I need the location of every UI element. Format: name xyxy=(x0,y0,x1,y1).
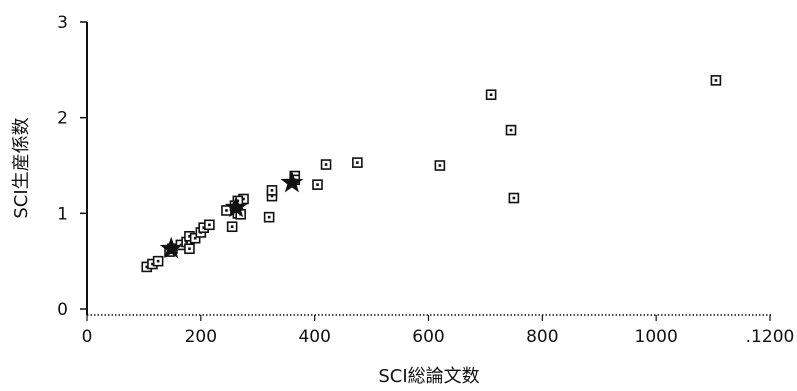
plot-area xyxy=(141,75,722,273)
square-marker xyxy=(710,75,722,86)
square-marker xyxy=(508,192,520,204)
square-marker xyxy=(263,211,275,223)
square-marker xyxy=(189,232,201,244)
y-tick-label: 0 xyxy=(57,300,68,320)
square-marker xyxy=(352,157,363,168)
square-marker xyxy=(226,221,238,233)
y-axis-title: SCI生産係数 xyxy=(11,117,32,218)
y-tick-label: 2 xyxy=(57,109,68,129)
x-axis: 0 200 400 600 800 1000 .1200 xyxy=(82,314,795,347)
square-marker xyxy=(434,160,446,171)
y-tick-label: 3 xyxy=(57,13,68,33)
y-tick-label: 1 xyxy=(57,204,68,224)
x-tick-label: .1200 xyxy=(746,327,795,347)
square-marker xyxy=(312,179,323,190)
square-marker xyxy=(204,219,215,231)
x-axis-title: SCI総論文数 xyxy=(378,366,479,387)
star-marker xyxy=(159,236,183,259)
square-marker xyxy=(152,255,164,267)
x-tick-label: 800 xyxy=(526,327,558,347)
square-marker xyxy=(320,159,332,170)
x-tick-label: 200 xyxy=(185,327,217,347)
square-marker xyxy=(505,124,517,136)
x-tick-label: 400 xyxy=(298,327,330,347)
square-marker xyxy=(266,185,278,196)
x-tick-label: 600 xyxy=(412,327,444,347)
x-tick-label: 0 xyxy=(82,327,93,347)
star-marker xyxy=(224,195,248,218)
square-marker xyxy=(184,243,195,255)
y-axis: 0 1 2 3 xyxy=(57,13,88,320)
star-marker xyxy=(280,170,304,193)
x-tick-label: 1000 xyxy=(635,327,678,347)
square-marker xyxy=(485,89,497,101)
